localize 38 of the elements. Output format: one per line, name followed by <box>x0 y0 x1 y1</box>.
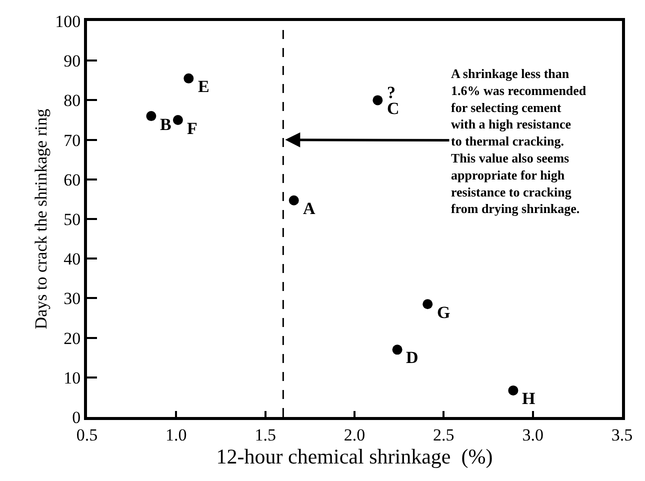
x-tick-label: 3.0 <box>522 425 544 444</box>
x-axis-title: 12-hour chemical shrinkage (%) <box>216 444 493 468</box>
annotation: E <box>198 77 210 96</box>
point <box>288 195 299 206</box>
annotation: G <box>437 303 450 322</box>
annotation: F <box>187 119 198 138</box>
y-tick-label: 40 <box>64 250 81 269</box>
y-tick-label: 50 <box>64 210 81 229</box>
point <box>372 95 383 106</box>
x-tick-label: 3.5 <box>611 425 633 444</box>
x-tick-label: 1.0 <box>166 425 187 444</box>
y-tick-label: 70 <box>64 130 81 150</box>
text: A shrinkage less than 1.6% was recommended for selecting cement with a high resistance to thermal cracking. This value also seems appropriate for high resistance to cracking from drying shrinkage. <box>451 66 586 216</box>
annotation: H <box>522 389 536 408</box>
point <box>392 344 402 355</box>
annotation: ? <box>387 83 396 102</box>
point <box>422 299 433 310</box>
x-tick-label: 0.5 <box>76 425 98 444</box>
annotation: A <box>303 199 316 218</box>
x-tick-label: 2.5 <box>433 425 454 444</box>
y-tick-label: 60 <box>64 170 81 190</box>
y-tick-label: 80 <box>64 91 81 110</box>
y-tick-label: 10 <box>64 368 81 388</box>
y-tick-label: 100 <box>55 12 81 31</box>
point <box>146 111 156 122</box>
y-tick-label: 90 <box>64 52 81 71</box>
x-tick-label: 2.0 <box>344 425 366 444</box>
point <box>184 73 194 84</box>
point <box>172 115 183 125</box>
annotation: B <box>160 115 172 134</box>
y-tick-label: 30 <box>64 289 81 308</box>
y-tick-label: 0 <box>72 408 81 427</box>
y-tick-label: 20 <box>64 328 81 348</box>
annotation: C <box>387 99 400 118</box>
point <box>508 385 518 396</box>
annotation: D <box>406 348 418 367</box>
x-tick-label: 1.5 <box>254 425 276 444</box>
y-axis-title: Days to crack the shrinkage ring <box>32 108 51 330</box>
